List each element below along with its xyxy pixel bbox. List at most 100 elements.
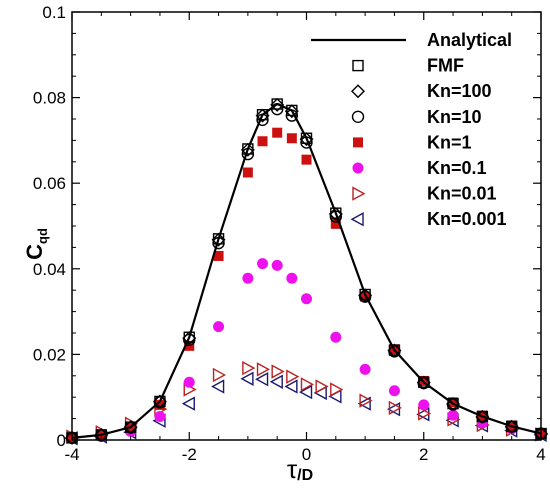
- data-point-fmf: [300, 132, 313, 144]
- series-fmf: [66, 98, 547, 444]
- legend-item-fmf: FMF: [352, 56, 464, 76]
- data-point-fmf: [447, 397, 459, 410]
- data-point-kn-0-01: [271, 364, 285, 379]
- series-kn-0-1: [66, 258, 547, 444]
- y-tick-label: 0.04: [33, 260, 66, 279]
- y-tick-label: 0.02: [33, 345, 66, 364]
- data-point-kn-0-1: [271, 259, 283, 271]
- data-point-kn-0-01: [256, 362, 270, 377]
- y-axis-label: Cqd: [22, 228, 50, 260]
- data-point-kn-0-001: [269, 374, 283, 389]
- legend-label-kn-10: Kn=10: [427, 107, 482, 127]
- y-axis-label-sub: qd: [35, 228, 50, 244]
- data-point-kn-0-1: [154, 410, 166, 422]
- legend-item-kn-1: Kn=1: [353, 132, 472, 152]
- y-tick-label: 0: [57, 431, 66, 450]
- data-point-fmf: [359, 288, 371, 301]
- data-point-kn-0-1: [286, 272, 298, 284]
- data-point-kn-1: [213, 250, 224, 261]
- data-point-fmf: [505, 420, 518, 433]
- data-point-fmf: [418, 376, 430, 388]
- legend-label-fmf: FMF: [427, 56, 464, 76]
- data-marks: [64, 97, 549, 446]
- legend-item-kn-0-1: Kn=0.1: [352, 158, 487, 178]
- series-line-analytical: [71, 102, 542, 439]
- data-point-kn-0-001: [284, 379, 298, 394]
- series-kn-100: [65, 97, 548, 445]
- legend-swatch-kn-0-01: [352, 186, 366, 201]
- data-point-kn-100: [152, 394, 167, 409]
- data-point-kn-0-001: [211, 379, 225, 394]
- legend-label-kn-1: Kn=1: [427, 132, 472, 152]
- legend-label-analytical: Analytical: [427, 30, 512, 50]
- x-tick-label: 2: [419, 445, 428, 464]
- data-point-kn-1: [301, 154, 312, 165]
- data-point-fmf: [183, 331, 195, 343]
- data-point-kn-100: [211, 232, 226, 247]
- data-point-fmf: [242, 143, 254, 155]
- x-axis-label: τ/D: [287, 454, 313, 484]
- y-axis-label-main: C: [22, 244, 47, 260]
- legend-item-kn-10: Kn=10: [351, 107, 482, 127]
- legend-label-kn-100: Kn=100: [427, 81, 492, 101]
- legend-label-kn-0-1: Kn=0.1: [427, 158, 487, 178]
- legend-item-kn-0-01: Kn=0.01: [352, 184, 497, 204]
- data-point-kn-100: [328, 207, 343, 222]
- data-point-kn-100: [270, 97, 285, 112]
- data-point-kn-0-1: [301, 293, 312, 305]
- data-point-fmf: [388, 344, 401, 356]
- data-point-kn-100: [299, 132, 314, 147]
- data-point-kn-1: [272, 127, 283, 138]
- data-point-kn-0-1: [242, 272, 254, 284]
- x-axis-label-sub: /D: [297, 467, 313, 484]
- axes: -4 -2 0 2 4 0 0.02 0.04 0.06 0.08 0.1: [33, 3, 546, 464]
- legend-label-kn-0-01: Kn=0.01: [427, 184, 497, 204]
- data-point-kn-1: [154, 399, 165, 410]
- data-point-kn-0-01: [418, 406, 432, 421]
- data-point-kn-1: [242, 167, 253, 178]
- y-tick-label: 0.08: [33, 89, 66, 108]
- data-point-fmf: [256, 109, 269, 121]
- data-point-kn-0-001: [240, 371, 254, 386]
- legend-label-kn-0-001: Kn=0.001: [427, 209, 507, 229]
- data-point-kn-0-1: [257, 258, 269, 270]
- data-point-kn-100: [240, 142, 255, 157]
- data-point-kn-0-001: [255, 372, 269, 387]
- series-kn-0-01: [66, 360, 549, 444]
- data-point-kn-0-01: [212, 367, 227, 383]
- data-point-fmf: [286, 104, 298, 117]
- data-point-kn-100: [182, 331, 197, 346]
- legend-item-kn-0-001: Kn=0.001: [350, 209, 507, 229]
- data-point-fmf: [476, 410, 489, 423]
- data-point-kn-0-01: [300, 377, 314, 392]
- data-point-kn-0-1: [447, 409, 459, 421]
- series-kn-10: [65, 102, 548, 445]
- y-tick-label: 0.06: [33, 174, 66, 193]
- data-point-kn-0-001: [299, 384, 313, 400]
- y-tick-label: 0.1: [42, 3, 66, 22]
- data-point-kn-0-1: [388, 385, 400, 397]
- data-point-kn-0-01: [242, 360, 256, 376]
- x-tick-label: 4: [536, 445, 545, 464]
- legend-swatch-kn-10: [351, 110, 365, 124]
- legend-swatch-kn-0-1: [352, 162, 364, 174]
- legend-item-kn-100: Kn=100: [351, 81, 492, 101]
- data-point-kn-1: [257, 136, 268, 147]
- legend-swatch-kn-100: [351, 84, 365, 99]
- data-point-fmf: [154, 395, 166, 408]
- data-point-fmf: [330, 207, 342, 219]
- legend: Analytical FMF Kn=100 Kn=10 Kn=1 Kn=0.1 Kn=0.0…: [311, 30, 512, 229]
- data-point-kn-0-001: [181, 396, 195, 411]
- data-point-kn-0-1: [359, 363, 371, 375]
- data-point-kn-0-01: [359, 393, 373, 408]
- data-point-fmf: [212, 233, 225, 245]
- data-point-kn-0-1: [418, 399, 430, 411]
- data-point-fmf: [124, 421, 137, 433]
- data-point-kn-1: [286, 133, 297, 144]
- data-point-kn-0-1: [330, 331, 342, 343]
- data-point-fmf: [271, 98, 283, 110]
- data-point-kn-100: [416, 375, 431, 390]
- x-tick-label: 0: [302, 445, 311, 464]
